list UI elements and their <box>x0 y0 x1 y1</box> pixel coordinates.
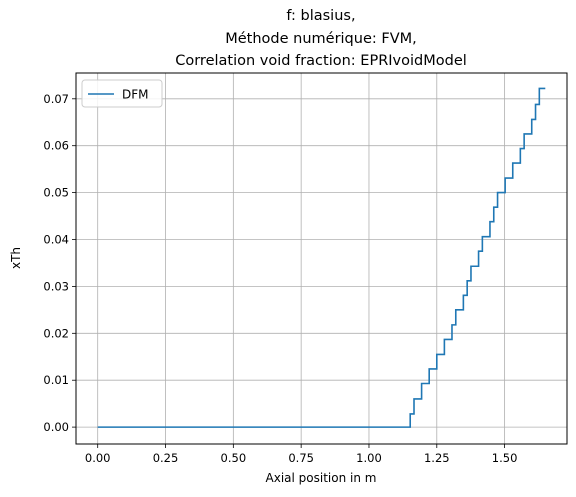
y-tick-label: 0.05 <box>43 186 69 200</box>
x-tick-label: 1.50 <box>492 451 518 465</box>
grid-lines <box>76 73 567 444</box>
x-axis-label: Axial position in m <box>266 471 377 485</box>
chart-title-line: Méthode numérique: FVM, <box>225 31 417 47</box>
x-tick-label: 1.00 <box>356 451 382 465</box>
chart-title-line: f: blasius, <box>286 8 355 24</box>
legend-label: DFM <box>122 88 149 102</box>
y-axis-label: xTh <box>9 247 23 269</box>
x-tick-label: 0.75 <box>288 451 314 465</box>
y-tick-label: 0.01 <box>43 373 69 387</box>
plot-area-frame <box>76 73 567 444</box>
x-tick-label: 0.50 <box>221 451 247 465</box>
chart-title: f: blasius, Méthode numérique: FVM, Corr… <box>175 8 467 69</box>
x-axis-ticks: 0.00 0.25 0.50 0.75 1.00 1.25 1.50 <box>85 444 518 465</box>
y-tick-label: 0.02 <box>43 326 69 340</box>
y-tick-label: 0.03 <box>43 279 69 293</box>
x-tick-label: 0.25 <box>153 451 179 465</box>
x-tick-label: 0.00 <box>85 451 111 465</box>
series-line-dfm <box>98 88 546 427</box>
y-tick-label: 0.07 <box>43 92 69 106</box>
y-tick-label: 0.04 <box>43 233 69 247</box>
legend: DFM <box>82 80 162 107</box>
chart-title-line: Correlation void fraction: EPRIvoidModel <box>175 53 467 69</box>
y-tick-label: 0.06 <box>43 139 69 153</box>
y-axis-ticks: 0.00 0.01 0.02 0.03 0.04 0.05 0.06 0.07 <box>43 92 76 434</box>
x-tick-label: 1.25 <box>424 451 450 465</box>
series-layer <box>98 88 546 427</box>
y-tick-label: 0.00 <box>43 420 69 434</box>
